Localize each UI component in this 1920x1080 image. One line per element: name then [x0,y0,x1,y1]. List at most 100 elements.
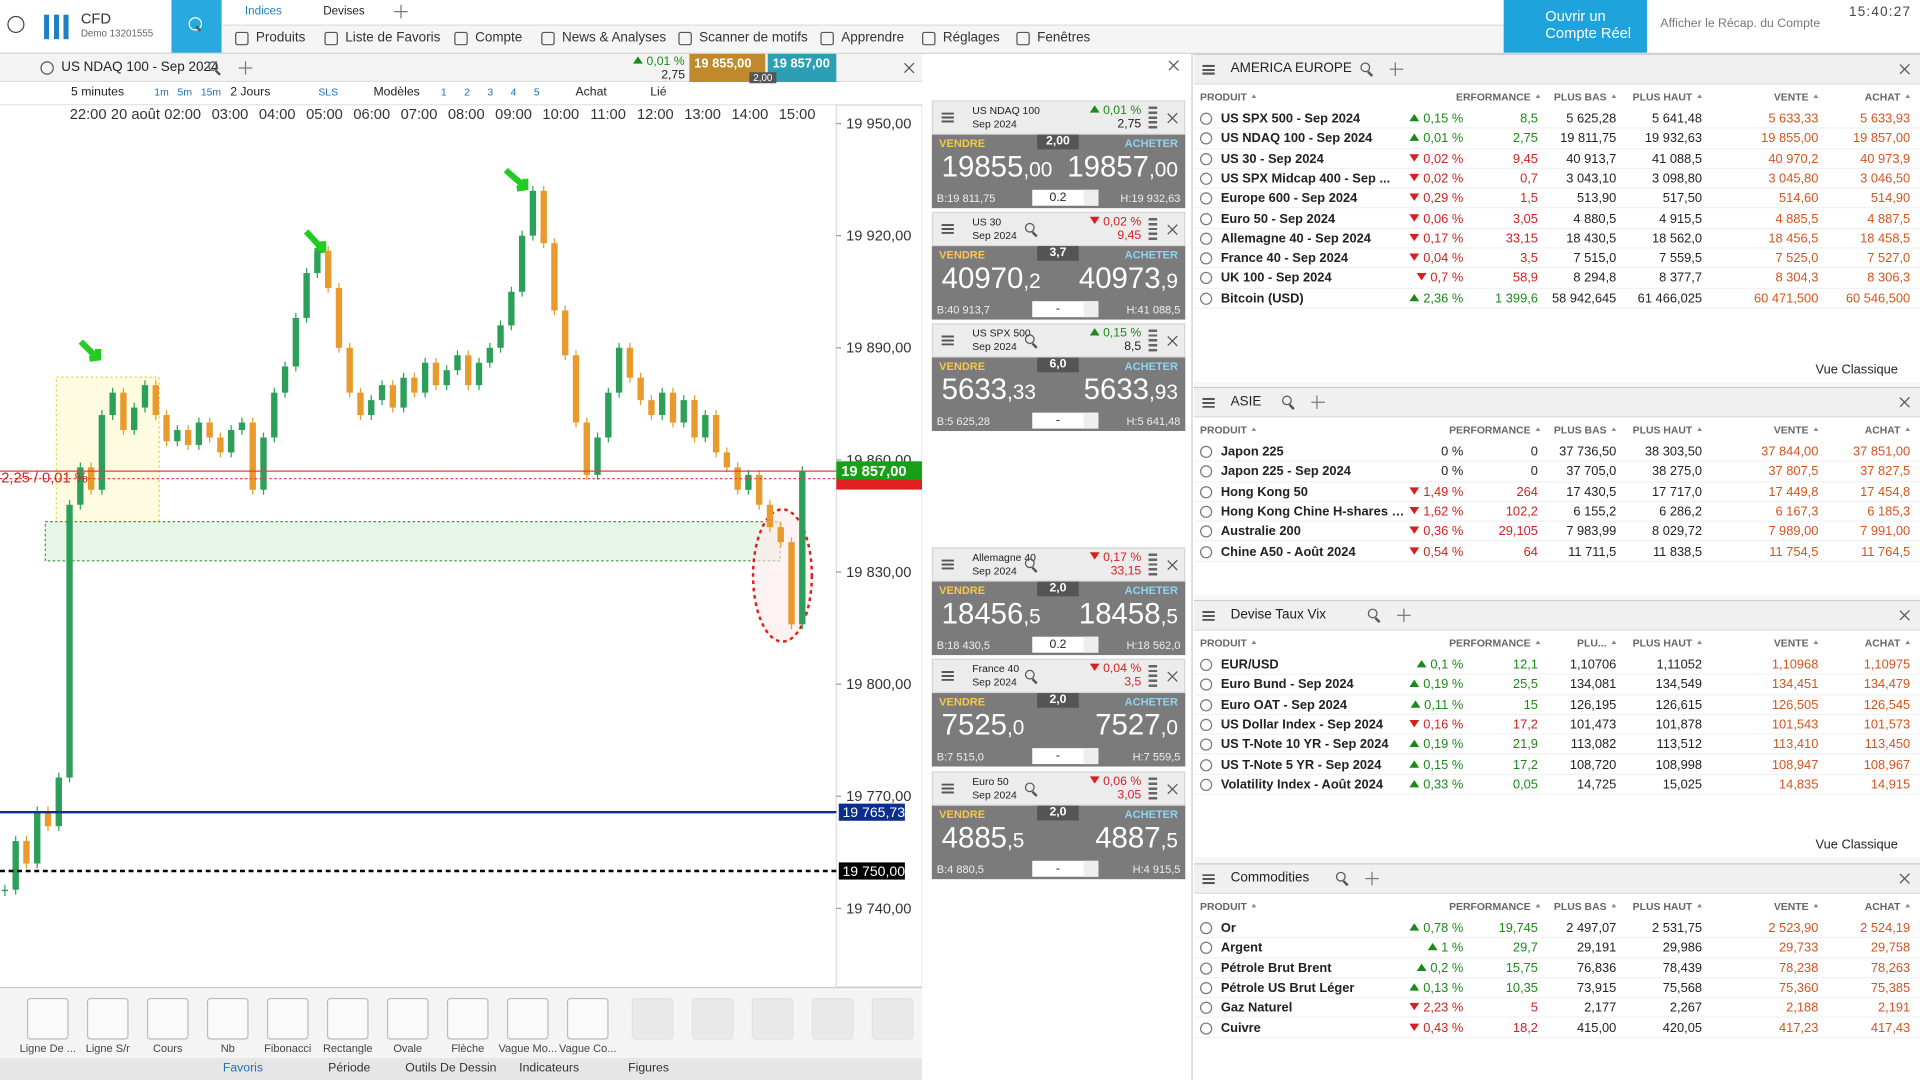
panel-title[interactable]: ASIE [1230,394,1262,409]
column-header[interactable]: VENTE [1774,896,1819,916]
table-row[interactable]: Euro Bund - Sep 2024 0,19 % 25,5 134,081 134… [1193,675,1920,696]
toolbar-item[interactable]: 2 [464,85,470,98]
table-row[interactable]: Or 0,78 % 19,745 2 497,07 2 531,75 2 523,90 2 … [1193,918,1920,939]
tile-qty[interactable]: - [1032,748,1099,765]
open-account[interactable]: Ouvrir un Compte Réel [1545,7,1632,42]
tile-close[interactable] [1167,671,1178,682]
tile-close[interactable] [1167,336,1178,347]
panel-add[interactable] [1389,62,1403,76]
tile-qty[interactable]: 0.2 [1032,189,1099,206]
table-row[interactable]: Hong Kong Chine H-shares -... 1,62 % 102,2… [1193,502,1920,522]
column-header[interactable]: PERFORMANCE [1449,420,1540,440]
table-row[interactable]: Europe 600 - Sep 2024 0,29 % 1,5 513,90 517,… [1193,189,1920,209]
menu-item[interactable]: Fenêtres [1037,30,1091,46]
tool-button[interactable] [266,997,309,1040]
table-row[interactable]: Argent 1 % 29,7 29,191 29,986 29,733 29,758 [1193,938,1920,959]
bottom-tab[interactable]: Indicateurs [519,1061,580,1076]
panel-title[interactable]: Commodities [1230,870,1310,886]
table-row[interactable]: US 30 - Sep 2024 0,02 % 9,45 40 913,7 41 088… [1193,149,1920,169]
column-header[interactable]: VENTE [1774,87,1819,107]
table-row[interactable]: Hong Kong 50 1,49 % 264 17 430,5 17 717,0 17 … [1193,482,1920,502]
panel-close[interactable] [1899,873,1910,884]
table-row[interactable]: Euro OAT - Sep 2024 0,11 % 15 126,195 126,61… [1193,695,1920,715]
column-header[interactable]: PERFORMANCE [1449,896,1540,916]
table-row[interactable]: US SPX Midcap 400 - Sep ... 0,02 % 0,7 3 04… [1193,169,1920,189]
toolbar-item[interactable]: 4 [510,85,517,98]
tool-button[interactable] [86,997,129,1040]
table-row[interactable]: Japon 225 - Sep 2024 0 % 0 37 705,0 38 275,0… [1193,462,1920,482]
tool-button[interactable] [446,997,489,1040]
table-row[interactable]: US T-Note 10 YR - Sep 2024 0,19 % 21,9 113,… [1193,735,1920,755]
close-chart[interactable] [904,62,915,73]
add-tab[interactable] [394,4,408,19]
menu-item[interactable]: Réglages [942,30,1000,46]
panel-menu[interactable] [1202,874,1215,885]
column-header[interactable]: PLUS BAS [1554,896,1616,916]
column-header[interactable]: ERFORMANCE [1456,87,1540,107]
toolbar-item[interactable]: 1 [440,85,447,98]
user-icon[interactable] [7,15,25,34]
column-header[interactable]: PRODUIT [1200,633,1257,653]
tile-menu[interactable] [941,335,954,346]
tile-menu[interactable] [941,224,954,234]
column-header[interactable]: VENTE [1774,633,1819,653]
tile-close[interactable] [1167,224,1178,235]
table-row[interactable]: Euro 50 - Sep 2024 0,06 % 3,05 4 880,5 4 915… [1193,209,1920,229]
panel-title[interactable]: Devise Taux Vix [1230,607,1326,623]
panel-close[interactable] [1899,64,1910,75]
column-header[interactable]: PRODUIT [1200,420,1257,440]
tile-sell[interactable]: 5633,33 [942,373,1036,407]
tile-search[interactable] [1024,669,1035,680]
bottom-tab[interactable]: Période [328,1061,371,1076]
table-row[interactable]: UK 100 - Sep 2024 0,7 % 58,9 8 294,8 8 377,7… [1193,269,1920,289]
toolbar-item[interactable]: 15m [200,85,222,98]
tile-buy[interactable]: 19857,00 [1067,151,1178,185]
panel-close[interactable] [1899,610,1910,621]
tile-sell[interactable]: 4885,5 [942,822,1025,856]
table-row[interactable]: Japon 225 0 % 0 37 736,50 38 303,50 37 844,00… [1193,442,1920,462]
toolbar-item[interactable]: 1m [154,85,169,98]
table-row[interactable]: Australie 200 0,36 % 29,105 7 983,99 8 029,7… [1193,522,1920,542]
toolbar-item[interactable]: Lié [650,85,667,100]
tile-qty[interactable]: - [1032,301,1099,318]
chart-buy[interactable]: 19 857,00 [767,53,837,83]
panel-close[interactable] [1899,397,1910,408]
tool-button[interactable] [506,997,549,1040]
column-header[interactable]: ACHAT [1865,633,1910,653]
tile-close[interactable] [1167,784,1178,795]
panel-search[interactable] [1281,395,1292,406]
panel-add[interactable] [1397,608,1411,623]
account-summary[interactable]: Afficher le Récap. du Compte [1660,17,1821,31]
tile-buy[interactable]: 18458,5 [1079,598,1178,632]
tile-sell[interactable]: 7525,0 [942,709,1025,743]
tile-buy[interactable]: 4887,5 [1095,822,1178,856]
toolbar-item[interactable]: 5 [533,85,540,98]
tab[interactable]: Indices [244,4,282,19]
column-header[interactable]: PLU... [1577,633,1616,653]
table-row[interactable]: Allemagne 40 - Sep 2024 0,17 % 33,15 18 430… [1193,229,1920,249]
column-header[interactable]: VENTE [1774,420,1819,440]
column-header[interactable]: ACHAT [1865,420,1910,440]
tool-button[interactable] [146,997,189,1040]
column-header[interactable]: PLUS HAUT [1633,87,1702,107]
column-header[interactable]: PLUS HAUT [1633,896,1702,916]
column-header[interactable]: PRODUIT [1200,896,1257,916]
chart-sell[interactable]: 19 855,00 [689,53,766,83]
table-row[interactable]: EUR/USD 0,1 % 12,1 1,10706 1,11052 1,10968 1,1… [1193,655,1920,676]
tool-button[interactable] [26,997,69,1040]
tile-buy[interactable]: 5633,93 [1084,373,1178,407]
table-row[interactable]: Pétrole US Brut Léger 0,13 % 10,35 73,915 75… [1193,978,1920,999]
open-account-button[interactable] [1503,0,1647,53]
toolbar-item[interactable]: 3 [487,85,494,98]
panel-title[interactable]: AMERICA EUROPE [1230,61,1352,76]
panel-add[interactable] [1365,871,1380,886]
tile-buy[interactable]: 7527,0 [1095,709,1178,743]
column-header[interactable]: PLUS HAUT [1633,633,1702,653]
panel-menu[interactable] [1202,611,1215,621]
toolbar-item[interactable]: Achat [575,85,607,100]
toolbar-item[interactable]: Modèles [373,85,420,100]
tool-button[interactable] [566,997,609,1040]
tile-menu[interactable] [941,671,954,681]
table-row[interactable]: France 40 - Sep 2024 0,04 % 3,5 7 515,0 7 55… [1193,249,1920,269]
toolbar-item[interactable]: 5 minutes [71,85,125,100]
